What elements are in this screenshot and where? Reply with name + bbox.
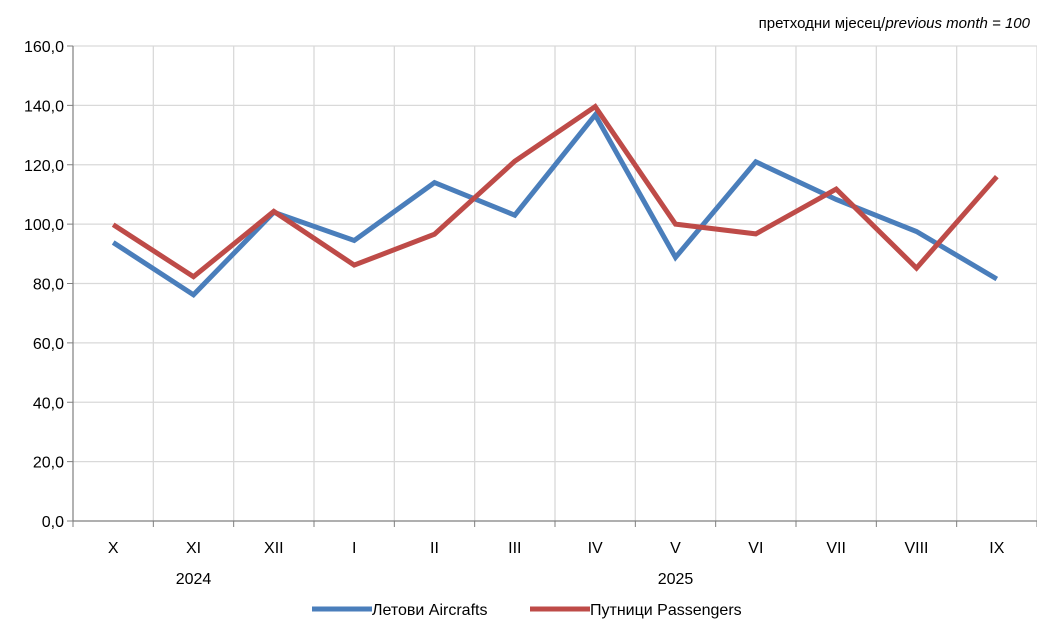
note-italic: previous month = 100 [884, 15, 1030, 32]
y-tick-label: 20,0 [33, 455, 64, 472]
grid-lines [73, 45, 1037, 521]
y-tick-label: 0,0 [42, 514, 64, 531]
legend-label: Летови Aircrafts [372, 602, 487, 619]
y-tick-label: 160,0 [24, 39, 64, 56]
x-tick-label: VIII [904, 540, 928, 557]
year-labels: 2024 2025 [176, 571, 694, 588]
y-tick-label: 60,0 [33, 336, 64, 353]
x-tick-label: II [430, 540, 439, 557]
legend-label: Путници Passengers [590, 602, 742, 619]
x-tick-label: I [352, 540, 356, 557]
y-tick-labels: 0,0 20,0 40,0 60,0 80,0 100,0 120,0 140,0 160,0 [24, 39, 64, 531]
chart-note: претходни мјесец/previous month = 100 [759, 15, 1031, 32]
x-tick-label: XII [264, 540, 284, 557]
x-tick-label: IV [588, 540, 603, 557]
x-tick-labels: X XI XII I II III IV V VI VII VIII IX [108, 540, 1005, 557]
y-tick-label: 100,0 [24, 217, 64, 234]
note-prefix: претходни мјесец/ [759, 15, 887, 32]
year-label: 2024 [176, 571, 212, 588]
axes [67, 45, 1037, 527]
x-tick-label: VII [826, 540, 846, 557]
x-tick-label: X [108, 540, 119, 557]
x-tick-label: XI [186, 540, 201, 557]
legend: Летови Aircrafts Путници Passengers [312, 602, 742, 619]
y-tick-label: 80,0 [33, 277, 64, 294]
y-tick-label: 140,0 [24, 98, 64, 115]
x-tick-label: IX [989, 540, 1004, 557]
year-label: 2025 [658, 571, 694, 588]
y-tick-label: 40,0 [33, 395, 64, 412]
x-tick-label: V [670, 540, 681, 557]
x-tick-label: III [508, 540, 521, 557]
series-lines [111, 103, 999, 299]
x-tick-label: VI [748, 540, 763, 557]
series-line [111, 103, 999, 280]
y-tick-label: 120,0 [24, 158, 64, 175]
